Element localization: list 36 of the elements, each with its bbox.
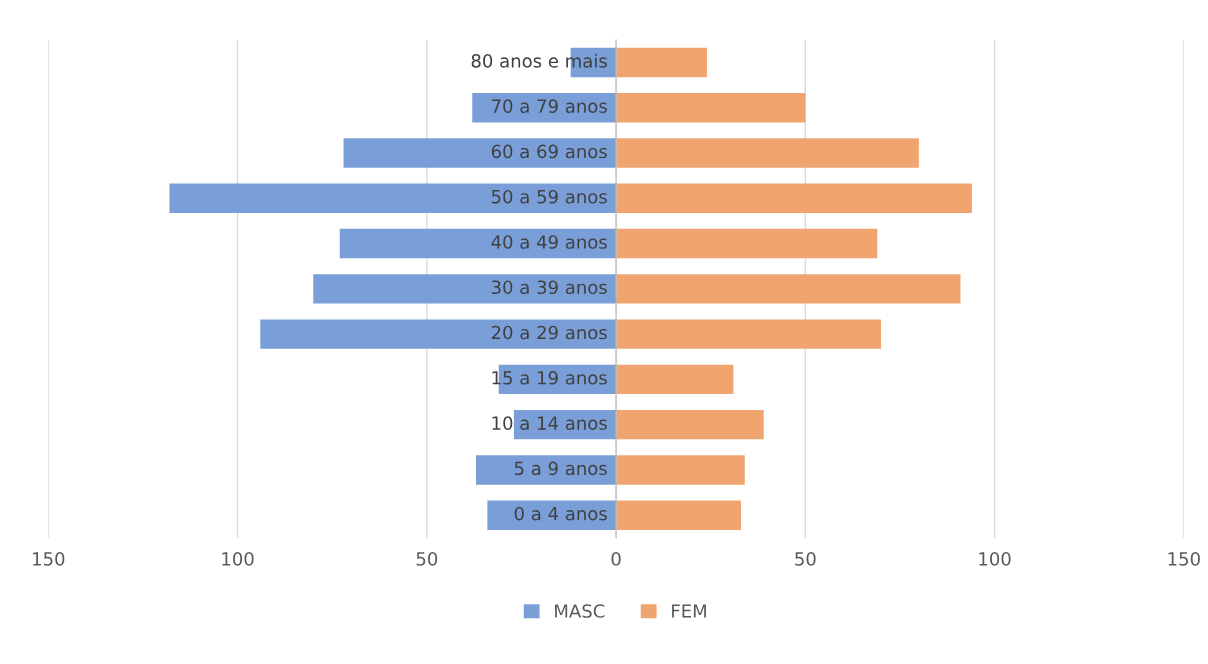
x-tick-label: 100 (222, 552, 254, 566)
y-tick-label: 60 a 69 anos (491, 144, 607, 159)
y-tick-label: 40 a 49 anos (491, 235, 607, 249)
x-tick-label: 50 (795, 552, 816, 566)
x-tick-label: 100 (979, 552, 1011, 566)
bar (616, 47, 707, 78)
bar (616, 500, 741, 530)
bar (616, 138, 919, 168)
y-tick-label: 30 a 39 anos (491, 280, 607, 295)
bar (616, 274, 961, 304)
y-tick-label: 10 a 14 anos (492, 416, 607, 430)
x-tick-label: 50 (416, 552, 438, 566)
bar (169, 183, 617, 214)
bar (339, 228, 617, 259)
bar (616, 409, 764, 440)
bar (313, 274, 617, 304)
bar (616, 455, 745, 485)
bar (616, 93, 806, 123)
bar (343, 138, 617, 168)
bar (476, 455, 617, 485)
bar (616, 364, 734, 395)
x-tick-label: 150 (33, 552, 65, 566)
bar (260, 319, 617, 349)
bar (487, 500, 617, 530)
legend-label: FEM (672, 604, 706, 618)
legend-label: MASC (555, 604, 605, 618)
y-tick-label: 20 a 29 anos (491, 325, 607, 340)
y-tick-label: 0 a 4 anos (514, 506, 607, 521)
y-tick-label: 70 a 79 anos (492, 99, 607, 113)
bar (616, 183, 972, 214)
bar (616, 319, 882, 349)
y-tick-label: 5 a 9 anos (514, 461, 607, 476)
bar (616, 228, 878, 259)
y-tick-label: 50 a 59 anos (491, 189, 607, 204)
x-tick-label: 0 (611, 552, 621, 566)
x-tick-label: 150 (1168, 552, 1200, 566)
